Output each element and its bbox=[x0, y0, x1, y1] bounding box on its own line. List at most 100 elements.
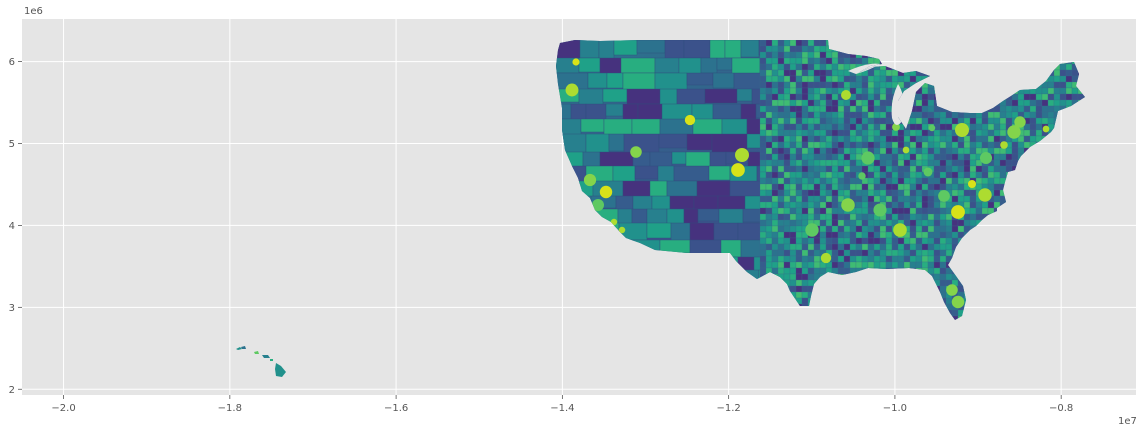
county-region bbox=[867, 135, 875, 143]
county-region bbox=[765, 225, 773, 233]
county-region bbox=[807, 249, 815, 257]
county-region bbox=[831, 153, 839, 161]
county-region bbox=[975, 207, 983, 215]
county-region bbox=[765, 135, 773, 143]
county-region bbox=[951, 111, 959, 119]
county-region bbox=[891, 129, 899, 137]
county-region bbox=[801, 267, 809, 275]
county-region bbox=[622, 103, 639, 122]
county-region bbox=[765, 123, 773, 131]
county-region bbox=[843, 75, 851, 83]
county-region bbox=[837, 105, 845, 113]
county-region bbox=[909, 177, 917, 185]
county-region bbox=[759, 153, 767, 161]
county-region bbox=[795, 129, 803, 137]
county-region bbox=[634, 165, 659, 180]
county-region bbox=[999, 105, 1007, 113]
county-region bbox=[777, 219, 785, 227]
county-region bbox=[669, 195, 695, 210]
county-region bbox=[777, 261, 785, 269]
county-region bbox=[963, 189, 971, 197]
county-region bbox=[783, 165, 791, 173]
county-region bbox=[783, 225, 791, 233]
county-region bbox=[981, 177, 989, 185]
county-region bbox=[759, 255, 767, 263]
county-region bbox=[987, 165, 995, 173]
county-region bbox=[915, 135, 923, 143]
county-region bbox=[765, 261, 773, 269]
county-region bbox=[915, 213, 923, 221]
county-region bbox=[915, 147, 923, 155]
county-region bbox=[891, 255, 899, 263]
county-region bbox=[1035, 123, 1043, 131]
county-region bbox=[819, 117, 827, 125]
county-region bbox=[891, 195, 899, 203]
county-region bbox=[981, 165, 989, 173]
county-region bbox=[825, 237, 833, 245]
county-region bbox=[831, 105, 839, 113]
county-region bbox=[897, 177, 905, 185]
county-region bbox=[1011, 147, 1019, 155]
county-region bbox=[819, 207, 827, 215]
county-region bbox=[801, 69, 809, 77]
county-region bbox=[879, 237, 887, 245]
county-region bbox=[927, 147, 935, 155]
county-region bbox=[795, 75, 803, 83]
county-region bbox=[909, 237, 917, 245]
county-region bbox=[777, 153, 785, 161]
county-region bbox=[999, 117, 1007, 125]
county-region bbox=[921, 213, 929, 221]
county-region bbox=[825, 213, 833, 221]
county-region bbox=[813, 81, 821, 89]
county-region bbox=[1017, 105, 1025, 113]
county-region bbox=[939, 129, 947, 137]
county-region bbox=[921, 129, 929, 137]
county-region bbox=[873, 129, 881, 137]
county-region bbox=[777, 117, 785, 125]
county-region bbox=[933, 261, 941, 269]
county-region bbox=[885, 93, 893, 101]
county-region bbox=[825, 207, 833, 215]
county-region bbox=[771, 75, 779, 83]
county-region bbox=[759, 195, 767, 203]
county-region bbox=[765, 171, 773, 179]
county-region bbox=[765, 45, 773, 53]
county-region bbox=[789, 177, 797, 185]
county-region bbox=[1071, 87, 1079, 95]
county-region bbox=[903, 171, 911, 179]
county-region bbox=[909, 219, 917, 227]
county-region bbox=[885, 141, 893, 149]
county-region bbox=[783, 81, 791, 89]
hawaii-island bbox=[275, 363, 286, 377]
county-region bbox=[724, 40, 742, 59]
county-region bbox=[819, 99, 827, 107]
county-region bbox=[1065, 99, 1073, 107]
county-region bbox=[867, 177, 875, 185]
county-region bbox=[819, 45, 827, 53]
county-region bbox=[789, 231, 797, 239]
county-region bbox=[987, 135, 995, 143]
county-region bbox=[873, 189, 881, 197]
county-region bbox=[771, 111, 779, 119]
county-region bbox=[613, 40, 638, 56]
county-region bbox=[861, 219, 869, 227]
county-region bbox=[783, 231, 791, 239]
county-region bbox=[939, 171, 947, 179]
county-region bbox=[783, 237, 791, 245]
county-region bbox=[999, 165, 1007, 173]
county-region bbox=[783, 40, 791, 47]
county-region bbox=[945, 201, 953, 209]
county-region bbox=[825, 135, 833, 143]
metro-county-highlight bbox=[946, 284, 958, 296]
county-region bbox=[885, 231, 893, 239]
county-region bbox=[921, 147, 929, 155]
metro-county-highlight bbox=[684, 114, 696, 126]
county-region bbox=[1029, 93, 1037, 101]
metro-county-highlight bbox=[618, 226, 626, 234]
county-region bbox=[987, 129, 995, 137]
county-region bbox=[939, 207, 947, 215]
county-region bbox=[837, 129, 845, 137]
x-axis: −2.0 −1.8 −1.6 −1.4 −1.2 −1.0 −0.8 bbox=[51, 395, 1073, 414]
county-region bbox=[831, 231, 839, 239]
county-region bbox=[879, 231, 887, 239]
